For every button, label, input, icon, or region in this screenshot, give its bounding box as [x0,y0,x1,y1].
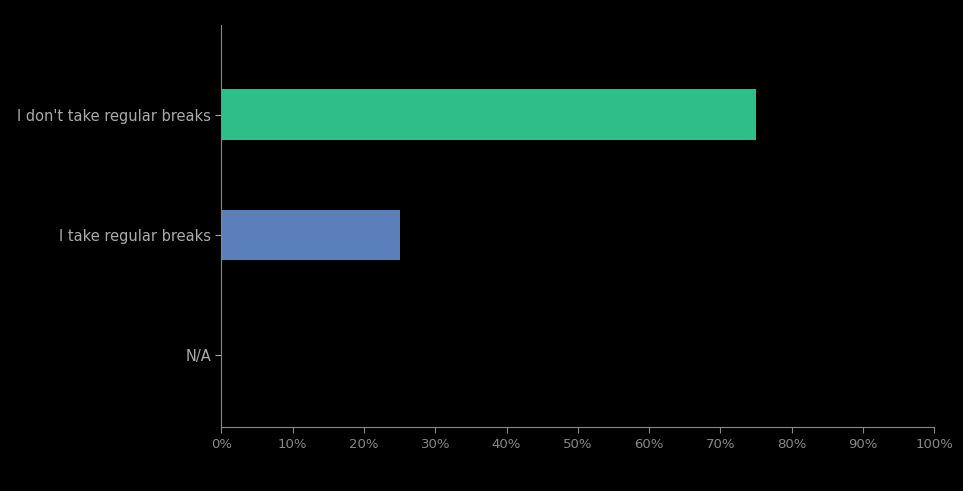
Bar [221,210,400,260]
Bar [221,89,756,140]
